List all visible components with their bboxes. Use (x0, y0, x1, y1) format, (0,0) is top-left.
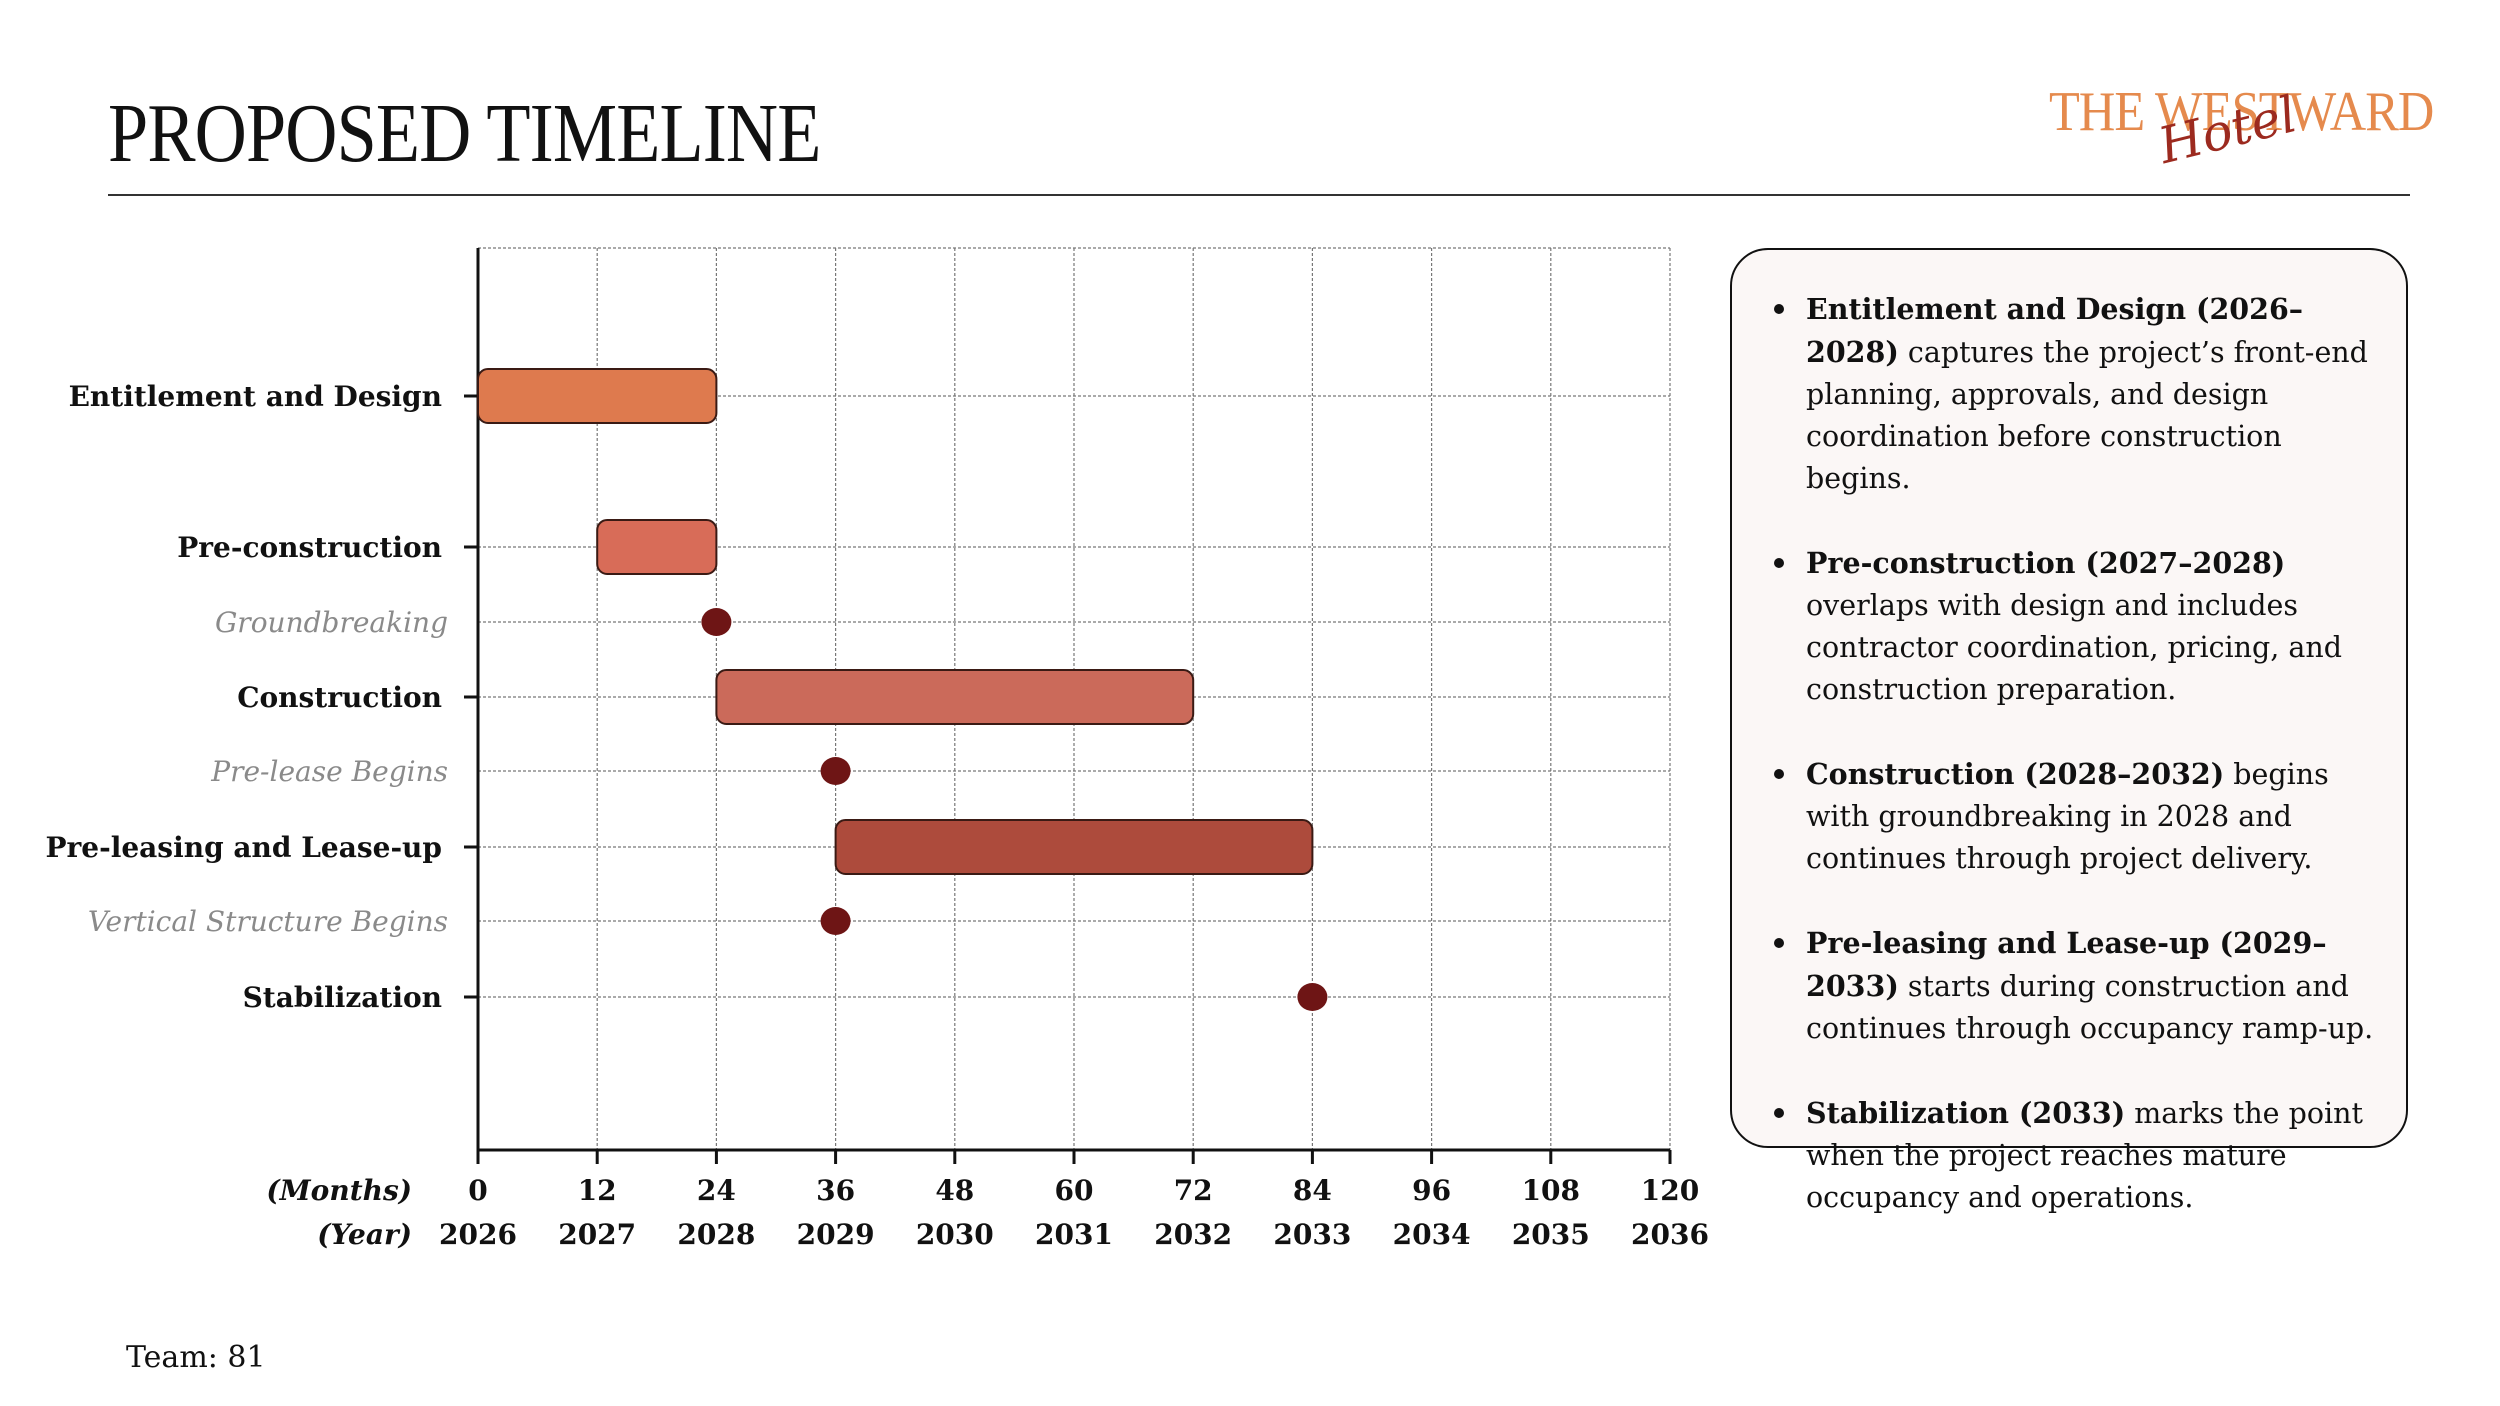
x-tick-label-month: 0 (468, 1174, 487, 1207)
team-label: Team: 81 (126, 1340, 266, 1375)
x-tick-label-month: 96 (1412, 1174, 1451, 1207)
x-tick-label-year: 2028 (677, 1218, 755, 1251)
task-label: Stabilization (243, 981, 442, 1014)
x-tick-label-year: 2027 (558, 1218, 636, 1251)
x-tick-label-year: 2031 (1035, 1218, 1113, 1251)
note-item: Construction (2028–2032) begins with gro… (1772, 753, 2380, 880)
task-label: Pre-construction (177, 531, 442, 564)
note-text: overlaps with design and includes contra… (1806, 589, 2342, 706)
milestone-label: Pre-lease Begins (210, 755, 448, 788)
westward-hotel-logo: THE WESTWARD Hotel (2030, 80, 2434, 190)
title-divider (108, 194, 2410, 196)
x-tick-label-year: 2033 (1273, 1218, 1351, 1251)
x-tick-label-year: 2035 (1512, 1218, 1590, 1251)
task-bar (715, 669, 1195, 725)
milestone-marker (701, 608, 732, 636)
x-tick-label-year: 2036 (1631, 1218, 1709, 1251)
milestone-marker (820, 907, 851, 935)
task-label: Entitlement and Design (69, 380, 442, 413)
x-tick-label-month: 36 (816, 1174, 855, 1207)
note-heading: Construction (2028–2032) (1806, 757, 2225, 791)
milestone-marker (1297, 983, 1328, 1011)
note-text: begins with groundbreaking in 2028 and c… (1806, 758, 2329, 875)
milestone-marker (820, 757, 851, 785)
x-tick-label-month: 60 (1055, 1174, 1094, 1207)
x-tick-label-year: 2030 (916, 1218, 994, 1251)
gantt-chart: 0 2026 12 2027 24 2028 36 2029 48 2030 60 2031 72 203… (45, 247, 1709, 1251)
milestone-label: Vertical Structure Begins (88, 905, 448, 938)
note-text: marks the point when the project reaches… (1806, 1097, 2363, 1214)
note-heading: Pre-leasing and Lease-up (2029–2033) (1806, 926, 2327, 1003)
note-item: Pre-construction (2027–2028) overlaps wi… (1772, 542, 2380, 711)
x-tick-label-month: 12 (578, 1174, 617, 1207)
note-item: Stabilization (2033) marks the point whe… (1772, 1092, 2380, 1219)
x-axis-label-years: (Year) (317, 1218, 412, 1251)
x-tick-label-month: 24 (697, 1174, 736, 1207)
x-tick-label-year: 2029 (797, 1218, 875, 1251)
task-bar (596, 519, 718, 575)
note-text: starts during construction and continues… (1806, 970, 2374, 1045)
x-tick-label-year: 2026 (439, 1218, 517, 1251)
task-label: Pre-leasing and Lease-up (45, 831, 442, 864)
logo-wordmark: THE WESTWARD (2049, 81, 2434, 143)
x-axis-label-months: (Months) (266, 1174, 412, 1207)
notes-panel: Entitlement and Design (2026–2028) captu… (1730, 248, 2408, 1214)
note-item: Pre-leasing and Lease-up (2029–2033) sta… (1772, 922, 2380, 1050)
x-tick-label-month: 108 (1522, 1174, 1580, 1207)
note-heading: Stabilization (2033) (1806, 1096, 2126, 1130)
task-label: Construction (237, 681, 442, 714)
x-tick-label-year: 2034 (1393, 1218, 1471, 1251)
x-tick-label-month: 84 (1293, 1174, 1332, 1207)
note-text: captures the project’s front-end plannin… (1806, 336, 2368, 495)
x-tick-label-month: 72 (1174, 1174, 1213, 1207)
page-title: PROPOSED TIMELINE (108, 87, 821, 180)
milestone-label: Groundbreaking (215, 606, 448, 639)
note-heading: Entitlement and Design (2026–2028) (1806, 292, 2304, 369)
x-tick-label-month: 48 (935, 1174, 974, 1207)
x-tick-label-month: 120 (1641, 1174, 1699, 1207)
note-item: Entitlement and Design (2026–2028) captu… (1772, 288, 2380, 500)
x-tick-label-year: 2032 (1154, 1218, 1232, 1251)
note-heading: Pre-construction (2027–2028) (1806, 546, 2286, 580)
task-bar (834, 819, 1314, 875)
task-bar (477, 368, 718, 424)
